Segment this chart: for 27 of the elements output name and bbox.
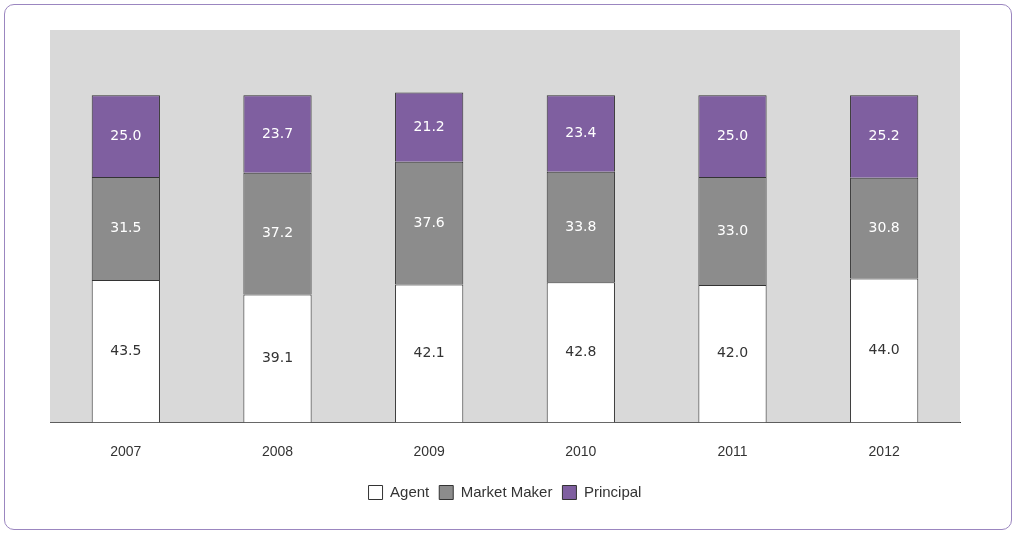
x-tick-label: 2008 [261, 443, 294, 460]
x-tick-label: 2009 [413, 443, 445, 460]
data-label: 37.2 [261, 224, 294, 241]
data-label: 42.0 [716, 344, 749, 361]
data-label: 37.6 [413, 213, 445, 230]
legend-label: Agent [390, 482, 431, 500]
x-tick-label: 2010 [565, 443, 597, 460]
data-label: 30.8 [868, 218, 900, 235]
data-label: 23.7 [261, 124, 294, 141]
data-label: 25.2 [868, 127, 900, 144]
data-label: 39.1 [261, 348, 294, 365]
legend-label: Principal [583, 482, 642, 500]
data-label: 33.8 [565, 217, 597, 234]
data-label: 43.5 [110, 341, 142, 358]
data-label: 23.4 [565, 124, 597, 141]
legend-label: Market Maker [460, 482, 553, 500]
x-tick-label: 2007 [110, 443, 142, 460]
data-label: 21.2 [413, 117, 445, 134]
data-label: 31.5 [110, 219, 142, 236]
data-label: 42.1 [413, 344, 445, 361]
data-label: 42.8 [565, 342, 597, 359]
data-label: 25.0 [716, 126, 749, 143]
data-label: 44.0 [868, 340, 900, 357]
data-label: 25.0 [110, 126, 142, 143]
data-label: 33.0 [716, 221, 749, 238]
x-tick-label: 2011 [717, 443, 748, 460]
x-tick-label: 2012 [868, 443, 900, 460]
